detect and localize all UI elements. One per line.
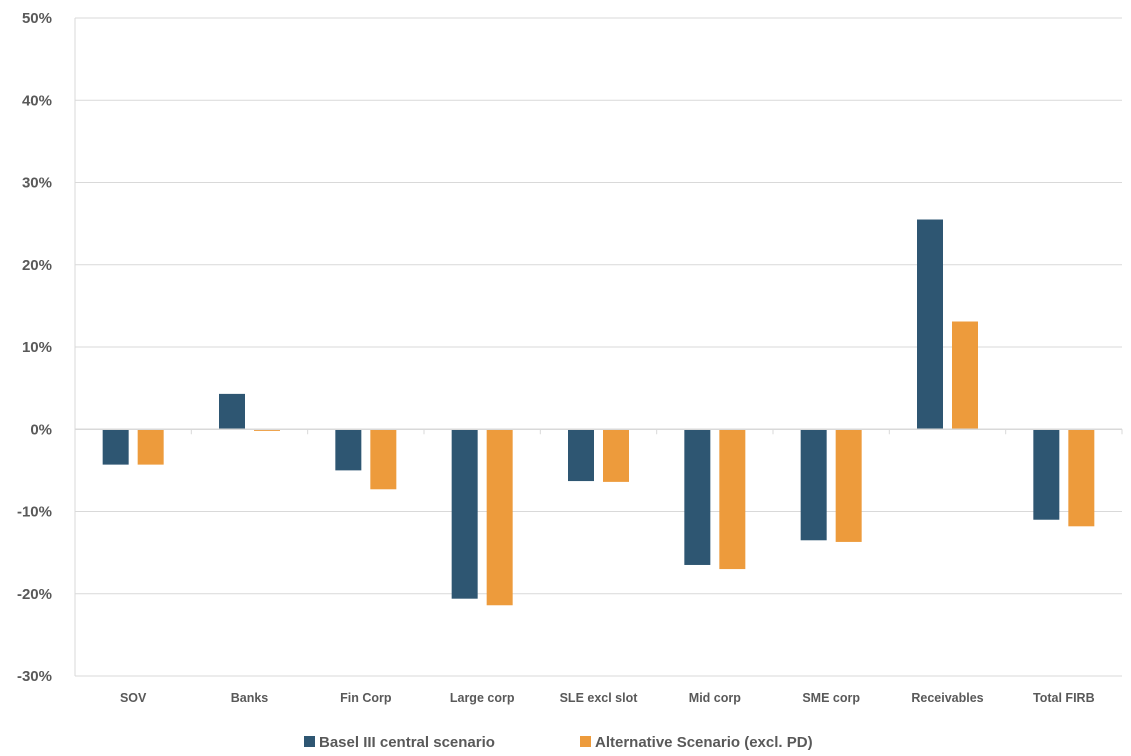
y-tick-label: 40% xyxy=(22,92,52,109)
y-axis-tick-labels: -30% -20% -10% 0% 10% 20% 30% 40% 50% xyxy=(17,10,52,685)
y-tick-label: 20% xyxy=(22,257,52,274)
legend-label: Alternative Scenario (excl. PD) xyxy=(595,734,813,751)
bar-alternative-banks xyxy=(254,429,280,431)
bar-basel-iii-sme-corp xyxy=(800,429,827,541)
bar-alternative-sov xyxy=(137,429,164,465)
gridlines xyxy=(74,17,1122,677)
legend-label: Basel III central scenario xyxy=(319,734,495,751)
legend-swatch xyxy=(580,736,591,747)
bar-alternative-sme-corp xyxy=(835,429,862,542)
legend: Basel III central scenario Alternative Sc… xyxy=(304,734,813,751)
x-category-label: Large corp xyxy=(450,691,515,705)
legend-swatch xyxy=(304,736,315,747)
x-category-label: Total FIRB xyxy=(1033,691,1095,705)
bar-alternative-total-firb xyxy=(1068,429,1095,527)
bar-basel-iii-receivables xyxy=(917,219,943,430)
bar-basel-iii-banks xyxy=(219,393,245,430)
x-category-label: Mid corp xyxy=(689,691,741,705)
bar-alternative-mid-corp xyxy=(719,429,746,570)
x-category-label: SOV xyxy=(120,691,147,705)
bar-basel-iii-sle-excl-slot xyxy=(568,429,594,482)
bar-alternative-large-corp xyxy=(486,429,513,606)
bar-alternative-sle-excl-slot xyxy=(603,429,629,482)
y-tick-label: -10% xyxy=(17,504,52,521)
y-tick-label: 30% xyxy=(22,175,52,192)
bar-basel-iii-mid-corp xyxy=(684,429,711,565)
x-axis xyxy=(74,428,1123,677)
y-tick-label: 0% xyxy=(30,421,52,438)
y-tick-label: 50% xyxy=(22,10,52,27)
x-axis-category-labels: SOV Banks Fin Corp Large corp SLE excl slot M… xyxy=(120,691,1095,705)
x-category-label: SLE excl slot xyxy=(560,691,639,705)
bar-basel-iii-large-corp xyxy=(451,429,478,599)
bar-basel-iii-total-firb xyxy=(1033,429,1060,520)
bars xyxy=(102,219,1095,606)
bar-alternative-receivables xyxy=(952,321,978,430)
x-category-label: Fin Corp xyxy=(340,691,392,705)
y-tick-label: -30% xyxy=(17,668,52,685)
y-tick-label: -20% xyxy=(17,586,52,603)
x-category-label: Receivables xyxy=(911,691,983,705)
x-category-label: Banks xyxy=(231,691,269,705)
y-tick-label: 10% xyxy=(22,339,52,356)
bar-basel-iii-fin-corp xyxy=(335,429,362,471)
bar-basel-iii-sov xyxy=(102,429,129,465)
bar-alternative-fin-corp xyxy=(370,429,397,490)
x-category-label: SME corp xyxy=(802,691,860,705)
